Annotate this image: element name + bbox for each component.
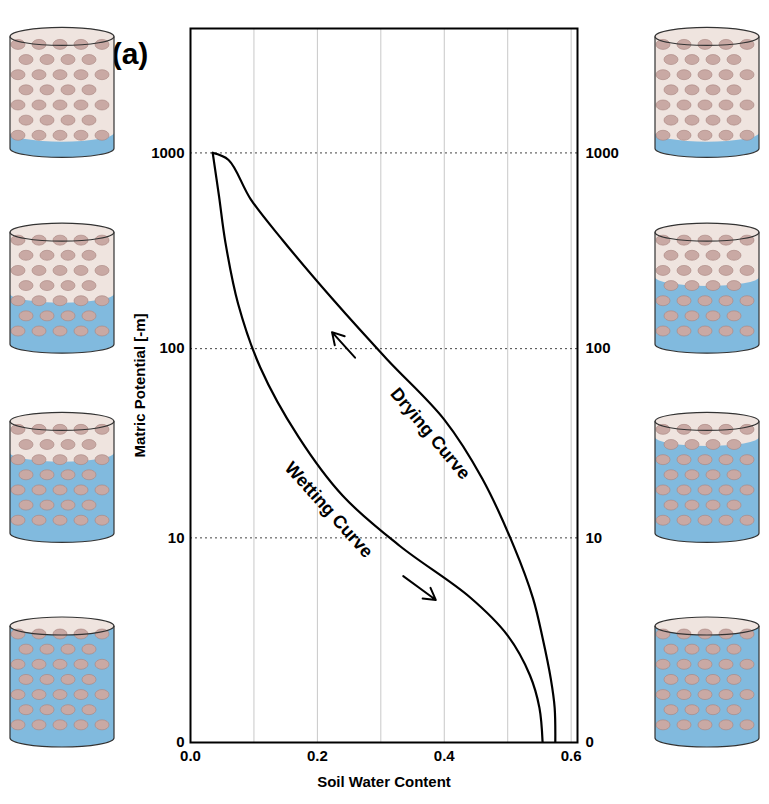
svg-text:0: 0 bbox=[586, 733, 594, 750]
svg-text:0.2: 0.2 bbox=[307, 747, 328, 764]
svg-text:1000: 1000 bbox=[586, 144, 619, 161]
svg-text:1000: 1000 bbox=[151, 144, 184, 161]
svg-text:0.6: 0.6 bbox=[561, 747, 582, 764]
svg-text:0.0: 0.0 bbox=[180, 747, 201, 765]
svg-text:0.4: 0.4 bbox=[434, 747, 456, 764]
svg-text:Matric Potential [-m]: Matric Potential [-m] bbox=[131, 313, 148, 457]
svg-text:Soil Water Content: Soil Water Content bbox=[317, 773, 451, 790]
svg-text:100: 100 bbox=[586, 339, 611, 356]
svg-text:(a): (a) bbox=[112, 37, 149, 70]
svg-text:Wetting Curve: Wetting Curve bbox=[281, 458, 377, 562]
svg-text:0: 0 bbox=[176, 733, 184, 750]
svg-text:100: 100 bbox=[159, 339, 184, 356]
svg-text:Drying Curve: Drying Curve bbox=[386, 384, 474, 483]
svg-text:10: 10 bbox=[586, 529, 603, 546]
svg-text:10: 10 bbox=[168, 529, 185, 546]
